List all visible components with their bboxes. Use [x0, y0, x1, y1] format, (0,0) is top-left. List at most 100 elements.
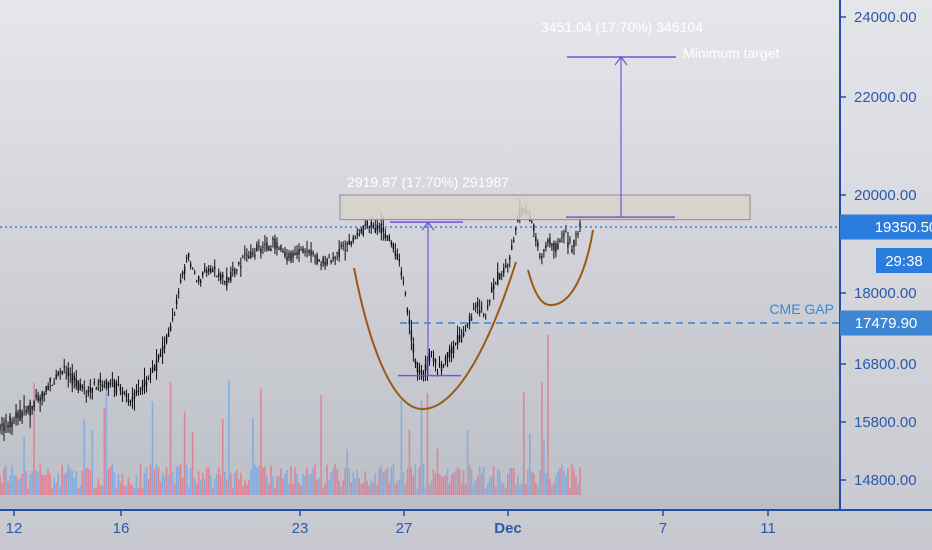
y-tick-label: 18000.00: [854, 285, 917, 302]
candle-body: [77, 381, 79, 391]
volume-bar: [454, 471, 457, 495]
x-axis-panel[interactable]: [0, 511, 932, 550]
volume-bar: [61, 464, 64, 495]
volume-bar: [266, 475, 268, 495]
volume-bar: [545, 473, 547, 495]
candle-body: [356, 233, 358, 235]
candle-body: [262, 246, 264, 248]
candle-body: [139, 387, 142, 389]
volume-bar: [476, 475, 479, 495]
candle-body: [495, 283, 497, 285]
volume-bar: [23, 436, 25, 495]
candle-body: [204, 269, 206, 272]
volume-bar: [107, 469, 110, 495]
candle-body: [135, 390, 138, 394]
candle-body: [420, 370, 423, 373]
volume-bar: [205, 467, 208, 495]
candle-body: [0, 424, 1, 430]
candle-body: [434, 359, 437, 364]
volume-bar: [490, 476, 493, 495]
volume-bar: [577, 483, 579, 495]
candle-body: [75, 378, 77, 387]
volume-bar: [270, 465, 272, 495]
volume-bar: [518, 484, 521, 495]
countdown-badge: 29:38: [876, 248, 932, 273]
candle-body: [238, 262, 240, 264]
candle-body: [159, 352, 162, 357]
candle-body: [505, 265, 507, 268]
volume-bar: [49, 473, 51, 495]
volume-bar: [448, 483, 451, 495]
volume-bar: [541, 382, 543, 495]
candle-body: [338, 248, 340, 258]
candle-body: [336, 252, 338, 254]
volume-bar: [29, 474, 31, 495]
candle-body: [402, 281, 405, 283]
candle-body: [414, 359, 417, 364]
volume-bar: [404, 485, 407, 495]
volume-bar: [272, 475, 274, 495]
candle-body: [185, 257, 188, 259]
candle-body: [171, 318, 174, 320]
cme-gap-value: 17479.90: [855, 315, 918, 332]
volume-bar: [408, 429, 411, 495]
candle-body: [167, 332, 170, 337]
candle-body: [1, 423, 3, 426]
volume-bar: [33, 382, 35, 495]
candle-body: [398, 259, 401, 262]
candle-body: [83, 387, 85, 389]
volume-bar: [139, 463, 142, 495]
volume-bar: [527, 470, 529, 495]
candle-body: [386, 235, 389, 238]
candle-body: [380, 223, 383, 233]
volume-bar: [304, 475, 306, 495]
volume-bar: [280, 468, 282, 495]
candle-body: [208, 268, 210, 272]
candle-body: [513, 240, 515, 242]
candle-body: [543, 249, 545, 251]
volume-bar: [561, 464, 563, 495]
candle-body: [470, 318, 473, 320]
volume-bar: [484, 488, 487, 495]
candle-body: [374, 227, 376, 233]
candle-body: [37, 395, 39, 401]
volume-bar: [201, 472, 204, 495]
candle-body: [276, 242, 278, 249]
candle-body: [236, 269, 238, 271]
volume-bar: [396, 480, 399, 495]
volume-bar: [444, 474, 447, 495]
candle-body: [179, 280, 182, 283]
candle-body: [304, 251, 306, 253]
volume-bar: [165, 467, 168, 495]
candle-body: [117, 384, 120, 386]
candle-body: [493, 284, 495, 289]
candle-body: [354, 236, 356, 238]
volume-bar: [149, 464, 152, 495]
candle-body: [256, 244, 258, 252]
candle-body: [567, 241, 569, 248]
volume-bar: [346, 449, 348, 495]
candle-body: [111, 379, 114, 381]
volume-bar: [470, 469, 473, 495]
volume-bar: [77, 488, 80, 495]
candle-body: [545, 245, 547, 249]
candle-body: [330, 259, 332, 263]
volume-bar: [221, 418, 224, 495]
volume-bar: [7, 481, 9, 495]
candle-body: [201, 272, 204, 276]
candle-body: [442, 365, 445, 367]
candle-body: [370, 221, 372, 228]
candle-body: [224, 280, 226, 283]
candle-body: [193, 272, 196, 274]
candle-body: [268, 246, 270, 251]
x-tick-label: 23: [292, 520, 309, 537]
volume-bar: [161, 472, 164, 495]
x-tick-label: 7: [659, 520, 667, 537]
candle-body: [151, 368, 154, 373]
volume-bar: [294, 467, 296, 495]
volume-bar: [414, 464, 417, 495]
volume-bar: [563, 470, 565, 495]
candle-body: [17, 412, 19, 418]
volume-bar: [1, 482, 3, 495]
candle-body: [274, 238, 276, 250]
